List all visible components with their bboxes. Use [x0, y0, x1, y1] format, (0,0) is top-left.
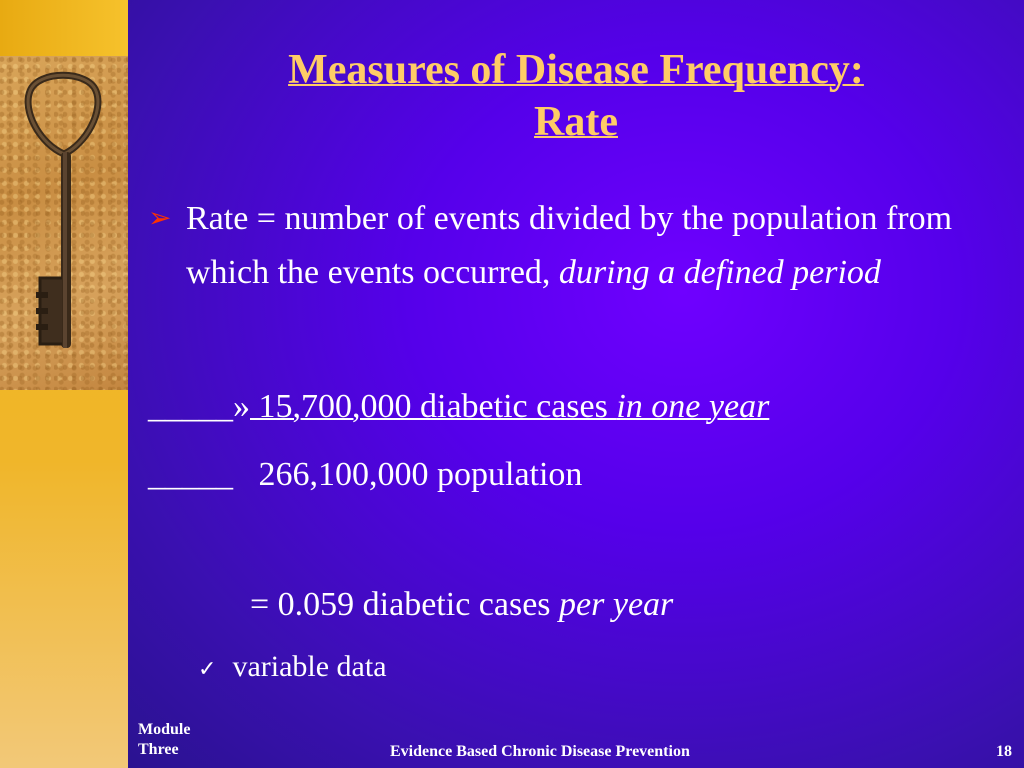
title-line-1: Measures of Disease Frequency: [288, 47, 864, 93]
footer-module-line1: Module [138, 721, 191, 738]
sub-bullet-text: variable data [232, 650, 387, 683]
numerator-blank: _____ [148, 388, 233, 425]
denominator-line: _____ 266,100,000 population [148, 456, 582, 494]
antique-key-icon [24, 71, 102, 348]
arrow-right-icon: ➢ [148, 203, 172, 234]
main-bullet: ➢ Rate = number of events divided by the… [148, 192, 988, 300]
result-line: = 0.059 diabetic cases per year [250, 586, 673, 624]
guillemet-symbol: » [233, 388, 250, 425]
numerator-italic: in one year [616, 388, 770, 425]
footer-module: Module Three [138, 720, 190, 760]
slide-title: Measures of Disease Frequency: Rate [128, 44, 1024, 148]
footer-module-line2: Three [138, 741, 179, 758]
result-italic: per year [559, 586, 674, 623]
footer-title: Evidence Based Chronic Disease Preventio… [390, 743, 690, 760]
checkmark-icon: ✓ [198, 657, 217, 682]
key-photo [0, 56, 128, 390]
page-number: 18 [996, 743, 1012, 760]
slide-background [128, 0, 1024, 768]
result-text: = 0.059 diabetic cases [250, 586, 560, 623]
bullet-text: Rate = number of events divided by the p… [186, 200, 953, 291]
numerator-text: 15,700,000 diabetic cases in one year [250, 388, 770, 425]
bullet-italic-text: during a defined period [558, 254, 881, 291]
title-line-2: Rate [534, 99, 618, 145]
sidebar-top-band [0, 0, 128, 56]
denominator-blank: _____ [148, 456, 233, 493]
sub-bullet: ✓ variable data [198, 650, 387, 684]
denominator-text: 266,100,000 population [233, 456, 583, 493]
numerator-line: _____» 15,700,000 diabetic cases in one … [148, 388, 769, 426]
